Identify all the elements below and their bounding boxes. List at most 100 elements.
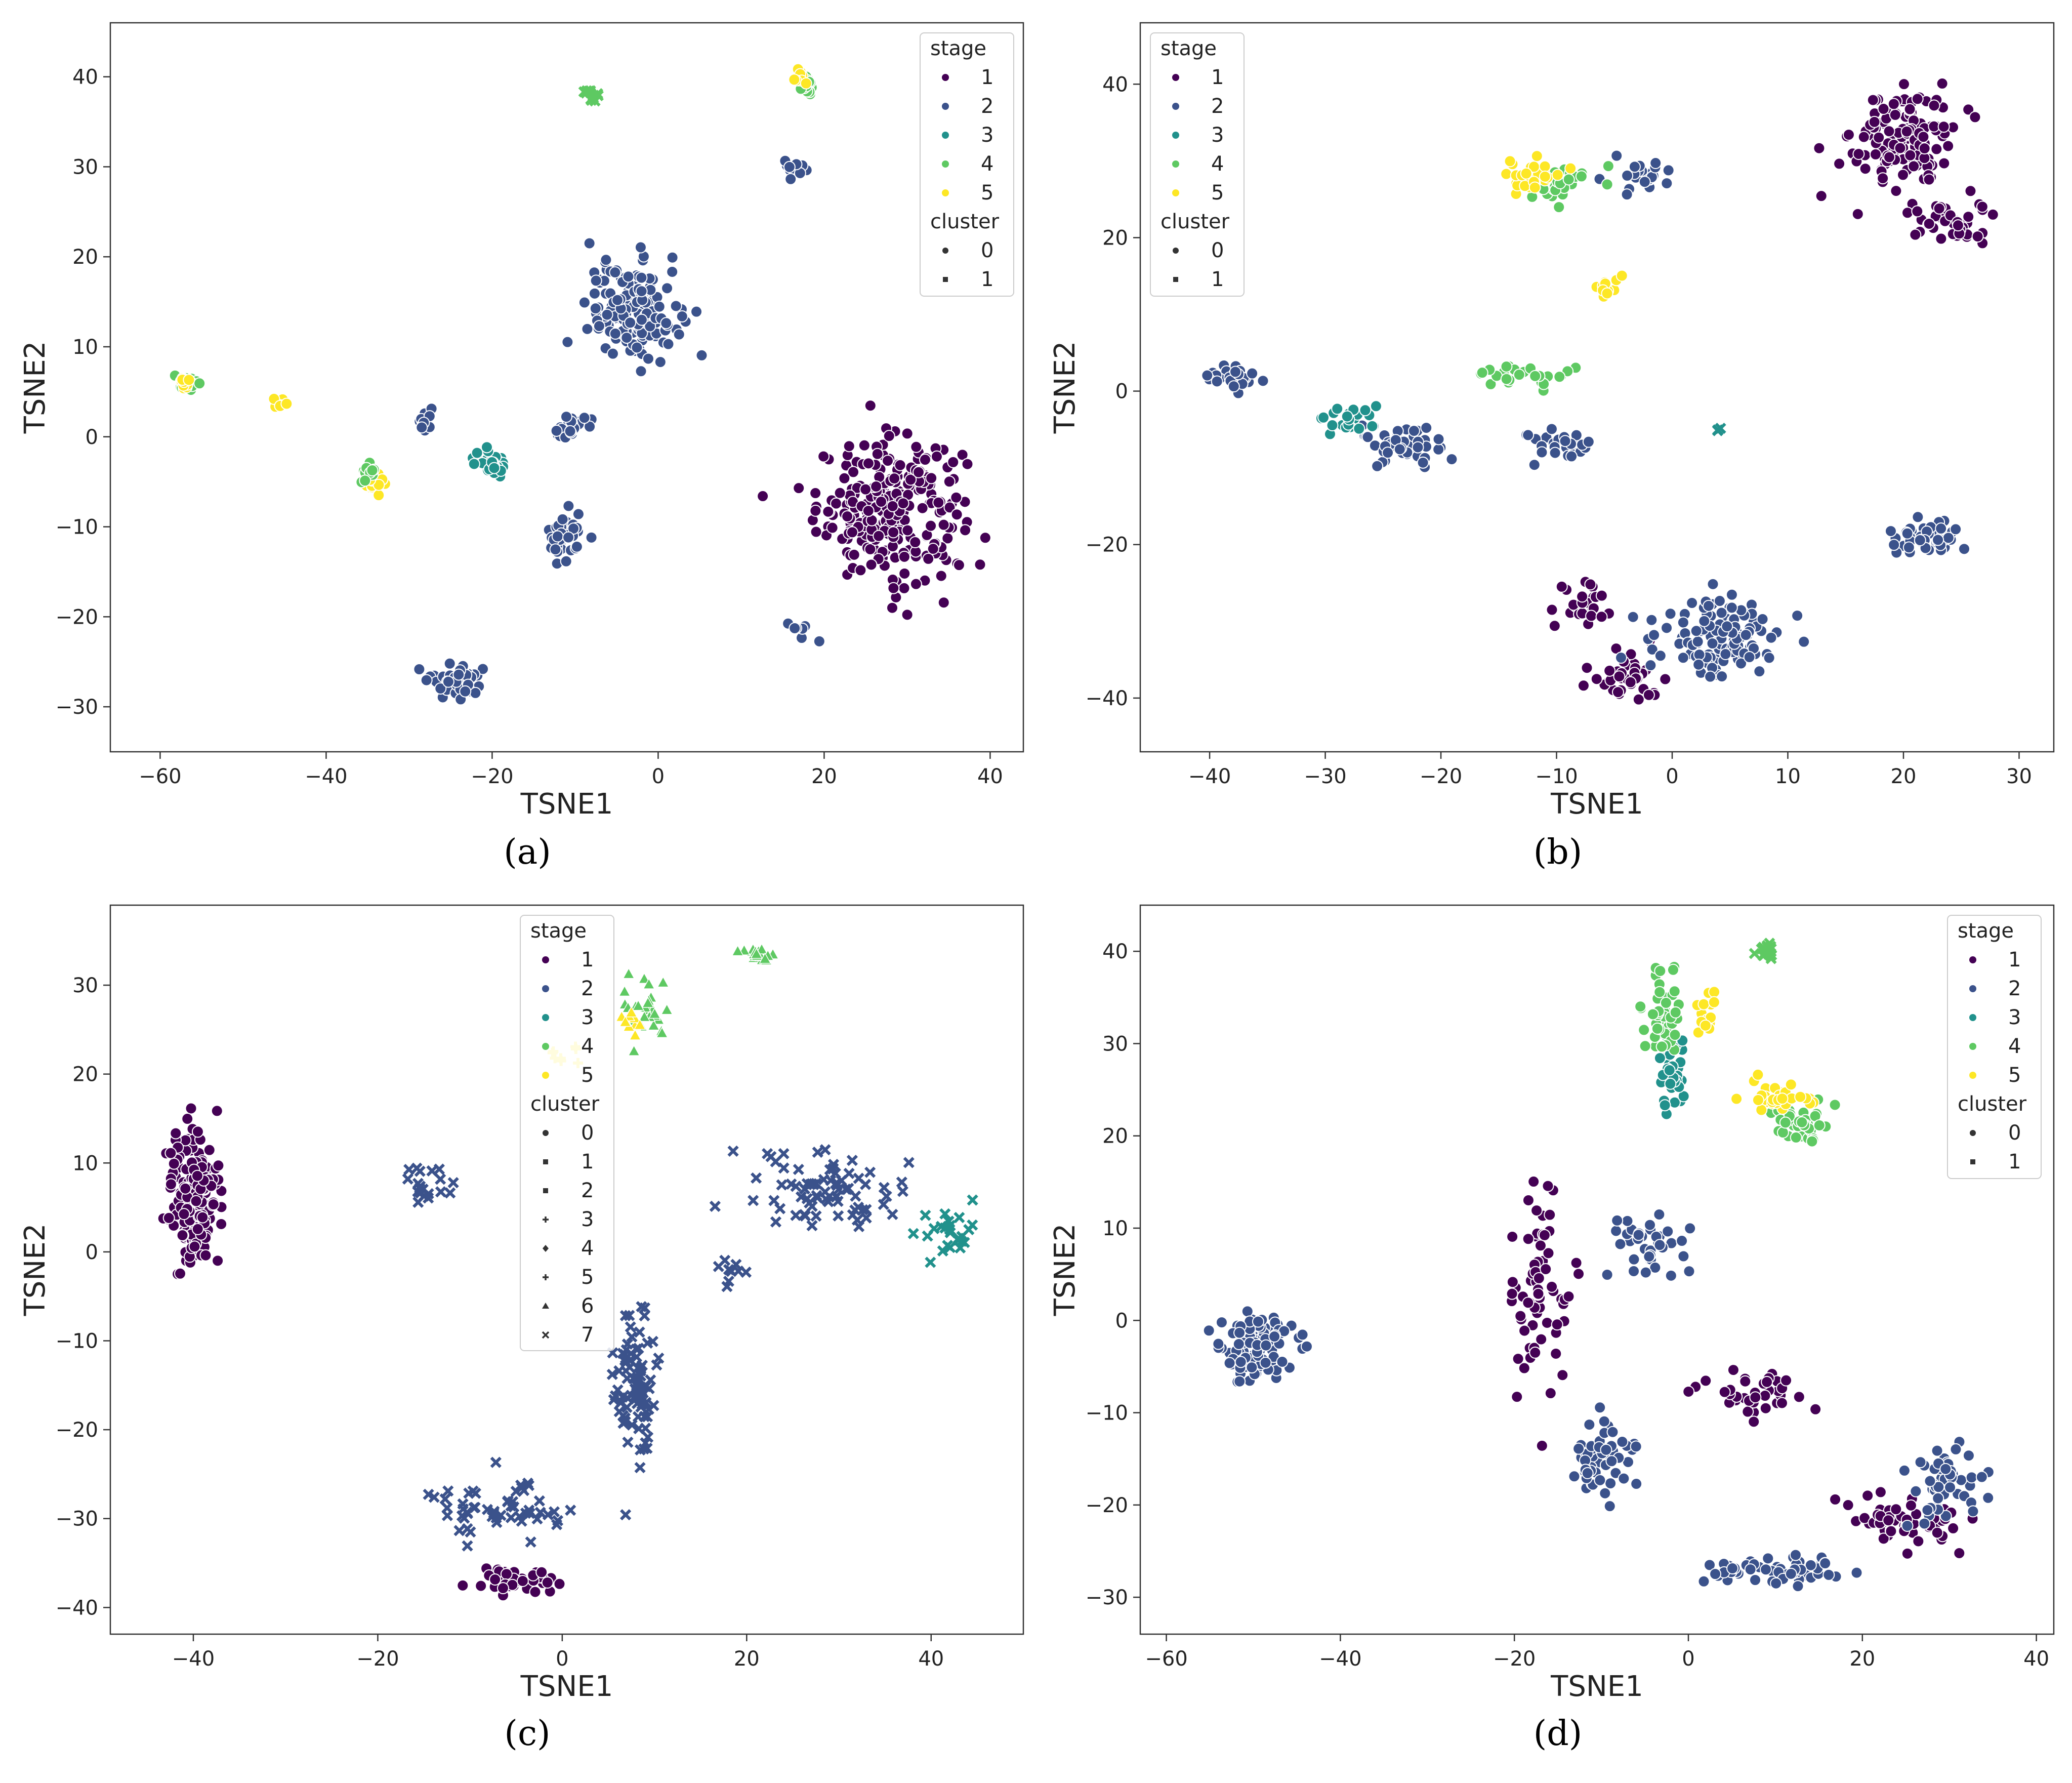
data-point — [648, 1007, 661, 1019]
data-point — [847, 466, 860, 478]
data-point — [1602, 160, 1614, 173]
data-point — [793, 482, 805, 495]
data-point — [1257, 375, 1269, 387]
legend-stage-marker — [1969, 956, 1976, 963]
data-point — [1668, 985, 1681, 998]
data-point — [211, 1105, 223, 1117]
data-point — [878, 1182, 890, 1194]
x-tick-label: 0 — [556, 1647, 568, 1671]
data-point — [1538, 1229, 1551, 1241]
data-point — [944, 1241, 956, 1253]
data-point — [750, 1172, 762, 1184]
data-point — [1512, 1353, 1524, 1365]
legend-stage-marker — [542, 1043, 549, 1050]
data-point — [636, 1301, 647, 1313]
x-axis-label: TSNE1 — [1550, 1670, 1643, 1703]
data-point — [1544, 1208, 1556, 1221]
data-point — [1621, 1214, 1634, 1227]
data-point — [820, 1193, 832, 1205]
data-point — [1815, 190, 1828, 202]
data-point — [634, 1462, 646, 1474]
data-point — [1900, 125, 1913, 138]
data-point — [642, 1431, 654, 1443]
data-point — [1986, 208, 1999, 221]
data-point — [1562, 1290, 1575, 1303]
data-point — [1639, 1266, 1652, 1279]
data-point — [593, 320, 605, 333]
x-tick-label: 0 — [652, 765, 665, 788]
data-point — [1643, 1250, 1655, 1263]
data-point — [467, 1485, 479, 1497]
x-tick-label: −20 — [1420, 765, 1462, 788]
data-point — [1756, 613, 1769, 625]
plot-frame — [1139, 904, 2055, 1635]
data-point — [1692, 658, 1705, 671]
data-point — [854, 564, 867, 577]
data-point — [1765, 631, 1777, 644]
data-point — [1581, 1467, 1594, 1479]
data-point — [556, 513, 569, 525]
data-point — [827, 1162, 839, 1174]
data-point — [1775, 1397, 1788, 1409]
scatter-panel-4: −60 −40 −20 0 20 40−30−20−10010203040TSNE1TSN… — [1049, 904, 2055, 1754]
data-point — [641, 1442, 653, 1454]
data-point — [162, 1211, 175, 1224]
legend-cluster-label: 1 — [581, 1150, 594, 1173]
data-point — [785, 1178, 797, 1190]
data-point — [1606, 1426, 1619, 1438]
data-point — [634, 1326, 645, 1338]
data-point — [1644, 1219, 1656, 1231]
plot-frame — [109, 904, 1024, 1635]
data-point — [1813, 1119, 1826, 1131]
data-point — [937, 518, 950, 531]
data-point — [1790, 1131, 1802, 1144]
data-point — [935, 570, 947, 582]
x-tick-label: −20 — [356, 1647, 399, 1671]
data-point — [280, 397, 293, 410]
data-point — [1709, 1568, 1722, 1581]
legend-stage-marker — [942, 74, 949, 81]
legend-box — [1150, 32, 1245, 297]
data-point — [1935, 232, 1947, 245]
data-point — [765, 1151, 777, 1162]
data-point — [939, 1208, 951, 1220]
data-point — [1770, 1577, 1783, 1590]
y-tick-label: 30 — [72, 155, 98, 179]
data-point — [1583, 1419, 1596, 1431]
data-point — [793, 1163, 804, 1176]
data-point — [878, 1198, 889, 1210]
data-point — [1603, 1500, 1616, 1513]
data-point — [468, 1502, 480, 1514]
data-point — [1632, 693, 1645, 706]
data-point — [1407, 425, 1420, 437]
data-point — [1852, 148, 1865, 160]
data-point — [647, 1019, 660, 1031]
points-group — [1203, 938, 1995, 1593]
legend-cluster-label: 2 — [581, 1179, 594, 1202]
data-point — [635, 313, 648, 326]
data-point — [193, 377, 206, 390]
data-point — [886, 500, 899, 512]
data-point — [676, 310, 688, 322]
data-point — [416, 421, 428, 434]
x-tick-label: −40 — [1188, 765, 1231, 788]
data-point — [1613, 670, 1626, 683]
y-tick-label: −10 — [56, 1329, 98, 1353]
data-point — [638, 972, 651, 984]
data-point — [1653, 1052, 1666, 1065]
data-point — [1793, 1391, 1805, 1403]
data-point — [1962, 1449, 1975, 1462]
data-point — [1233, 1375, 1246, 1388]
data-point — [447, 1177, 459, 1189]
data-point — [846, 1155, 858, 1166]
legend-stage-label: 4 — [581, 1035, 594, 1058]
x-tick-label: −60 — [1145, 1647, 1187, 1671]
data-point — [1936, 77, 1949, 90]
data-point — [881, 1190, 892, 1202]
data-point — [1869, 148, 1882, 160]
data-point — [755, 943, 768, 955]
points-group — [169, 63, 991, 706]
y-tick-label: 30 — [1102, 1032, 1128, 1056]
data-point — [1932, 534, 1944, 546]
data-point — [1664, 607, 1677, 620]
